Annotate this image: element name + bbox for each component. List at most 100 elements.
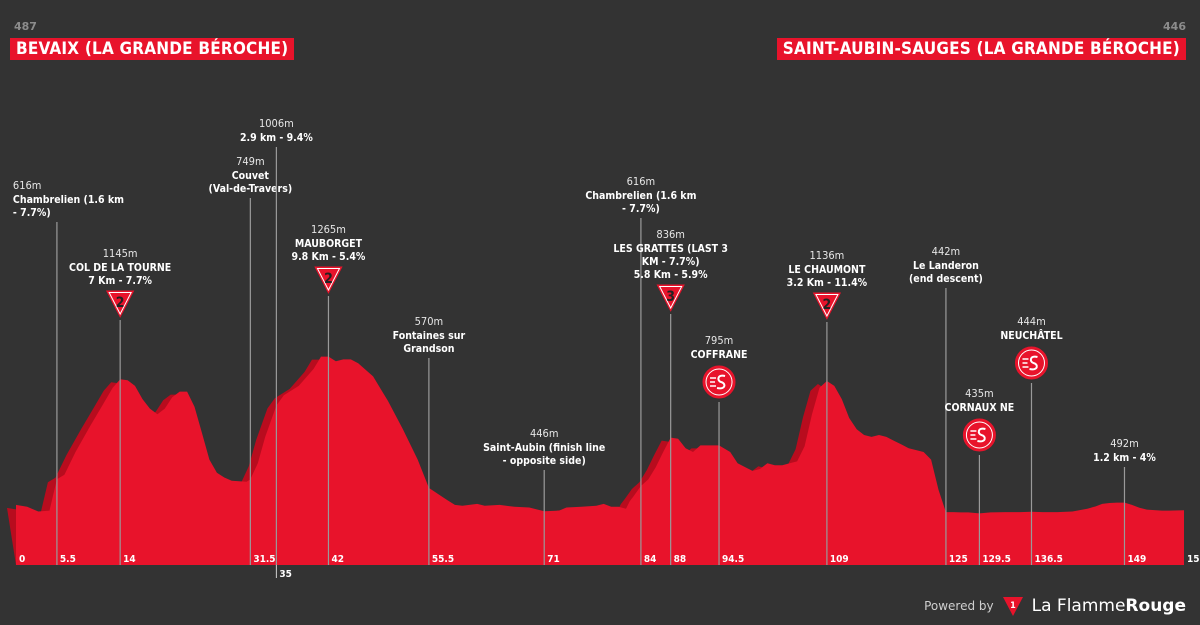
point-name-label: KM - 7.7%) [642,256,700,268]
climb-triangle-inner [658,286,683,310]
point-name-label: CORNAUX NE [945,402,1015,414]
km-tick-label: 14 [123,554,136,565]
sprint-speed-lines [710,377,717,387]
climb-category-icon: 2 [104,289,136,321]
km-tick-label: 129.5 [982,554,1010,565]
climb-triangle [654,283,687,315]
sprint-s-glyph [1029,355,1038,371]
point-name-label: LE CHAUMONT [788,264,866,276]
km-tick-label: 94.5 [722,554,744,565]
point-altitude-label: 442m [932,245,961,258]
climb-category-label: 2 [116,295,125,311]
climb-category-label: 2 [324,271,333,287]
km-tick-label: 149 [1127,554,1146,565]
point-name-label: LES GRATTES (LAST 3 [613,243,728,255]
km-tick-label: 71 [547,554,560,565]
sprint-s-glyph [716,374,726,390]
sprint-speed-lines [970,430,977,440]
point-altitude-label: 1145m [103,247,138,260]
brand-name-regular: La Flamme [1031,596,1126,616]
point-altitude-label: 749m [236,155,265,168]
point-name-label: MAUBORGET [295,238,363,250]
km-tick-label: 42 [331,554,344,565]
point-name-label: - opposite side) [503,455,586,467]
sprint-s-glyph [977,427,986,443]
point-name-label: NEUCHÂTEL [1000,329,1062,342]
climb-category-icon: 2 [811,291,843,323]
point-altitude-label: 435m [965,387,994,400]
point-altitude-label: 795m [705,334,734,347]
climb-triangle [312,265,345,297]
climb-triangle-inner [108,292,132,316]
km-tick-label: 35 [279,569,292,580]
profile-area [16,356,1184,565]
climb-category-label: 2 [823,297,832,313]
km-tick-label: 125 [949,554,968,565]
la-flamme-rouge-logo-icon: 1 [1002,597,1023,616]
point-altitude-label: 1265m [311,223,346,236]
climb-triangle-inner [815,294,839,318]
km-tick-label: 136.5 [1034,554,1062,565]
sprint-circle-inner [705,368,733,396]
point-name-label: Chambrelien (1.6 km [13,194,124,206]
point-altitude-label: 1006m [259,117,294,130]
point-name-label: 9.8 Km - 5.4% [292,251,366,263]
sprint-speed-lines [1022,358,1029,368]
point-altitude-label: 570m [415,315,444,328]
climb-triangle-inner [316,268,341,292]
finish-location-label: SAINT-AUBIN-SAUGES (LA GRANDE BÉROCHE) [776,38,1186,60]
point-name-label: 3.2 Km - 11.4% [787,277,868,289]
km-tick-label: 31.5 [253,554,275,565]
km-tick-label: 84 [644,554,657,565]
start-location-label: BEVAIX (LA GRANDE BÉROCHE) [10,38,295,60]
point-altitude-label: 446m [530,427,559,440]
km-tick-label: 157 [1187,554,1200,565]
start-altitude: 487 [14,20,37,33]
point-name-label: (Val-de-Travers) [209,183,293,195]
climb-category-icon: 3 [654,283,687,315]
point-name-label: COL DE LA TOURNE [69,262,171,274]
point-altitude-label: 836m [656,228,685,241]
point-name-label: 7 Km - 7.7% [88,275,152,287]
point-name-label: - 7.7%) [622,203,660,215]
km-tick-label: 109 [830,554,849,565]
climb-triangle [811,291,843,323]
climb-category-label: 3 [666,289,675,305]
sprint-icon [701,364,737,400]
point-altitude-label: 616m [13,179,42,192]
sprint-icon [1013,345,1049,381]
point-name-label: Grandson [403,343,454,355]
point-name-label: Fontaines sur [393,330,466,342]
point-name-label: - 7.7%) [13,207,51,219]
point-altitude-label: 492m [1110,437,1139,450]
climb-triangle [104,289,136,321]
sprint-icon [961,417,997,453]
sprint-circle-inner [965,421,993,449]
sprint-circle-inner [1017,349,1045,377]
point-name-label: (end descent) [909,273,983,285]
point-name-label: 1.2 km - 4% [1093,452,1156,464]
point-name-label: Saint-Aubin (finish line [483,442,605,454]
footer-branding: Powered by 1 La FlammeRouge [924,595,1186,617]
km-tick-label: 5.5 [60,554,76,565]
finish-altitude: 446 [1163,20,1186,33]
brand-name: La FlammeRouge [1032,596,1186,616]
point-name-label: 2.9 km - 9.4% [240,132,313,144]
powered-by-text: Powered by [924,599,994,613]
km-tick-label: 55.5 [432,554,454,565]
point-name-label: Chambrelien (1.6 km [585,190,696,202]
logo-number: 1 [1010,601,1016,611]
brand-name-bold: Rouge [1125,596,1186,616]
point-name-label: 5.8 Km - 5.9% [634,269,708,281]
point-altitude-label: 616m [627,175,656,188]
point-name-label: Couvet [232,170,270,182]
climb-category-icon: 2 [312,265,345,297]
point-altitude-label: 1136m [809,249,844,262]
km-tick-label: 0 [19,554,25,565]
point-name-label: Le Landeron [913,260,979,272]
km-tick-label: 88 [674,554,687,565]
point-name-label: COFFRANE [691,349,748,361]
point-altitude-label: 444m [1017,315,1046,328]
